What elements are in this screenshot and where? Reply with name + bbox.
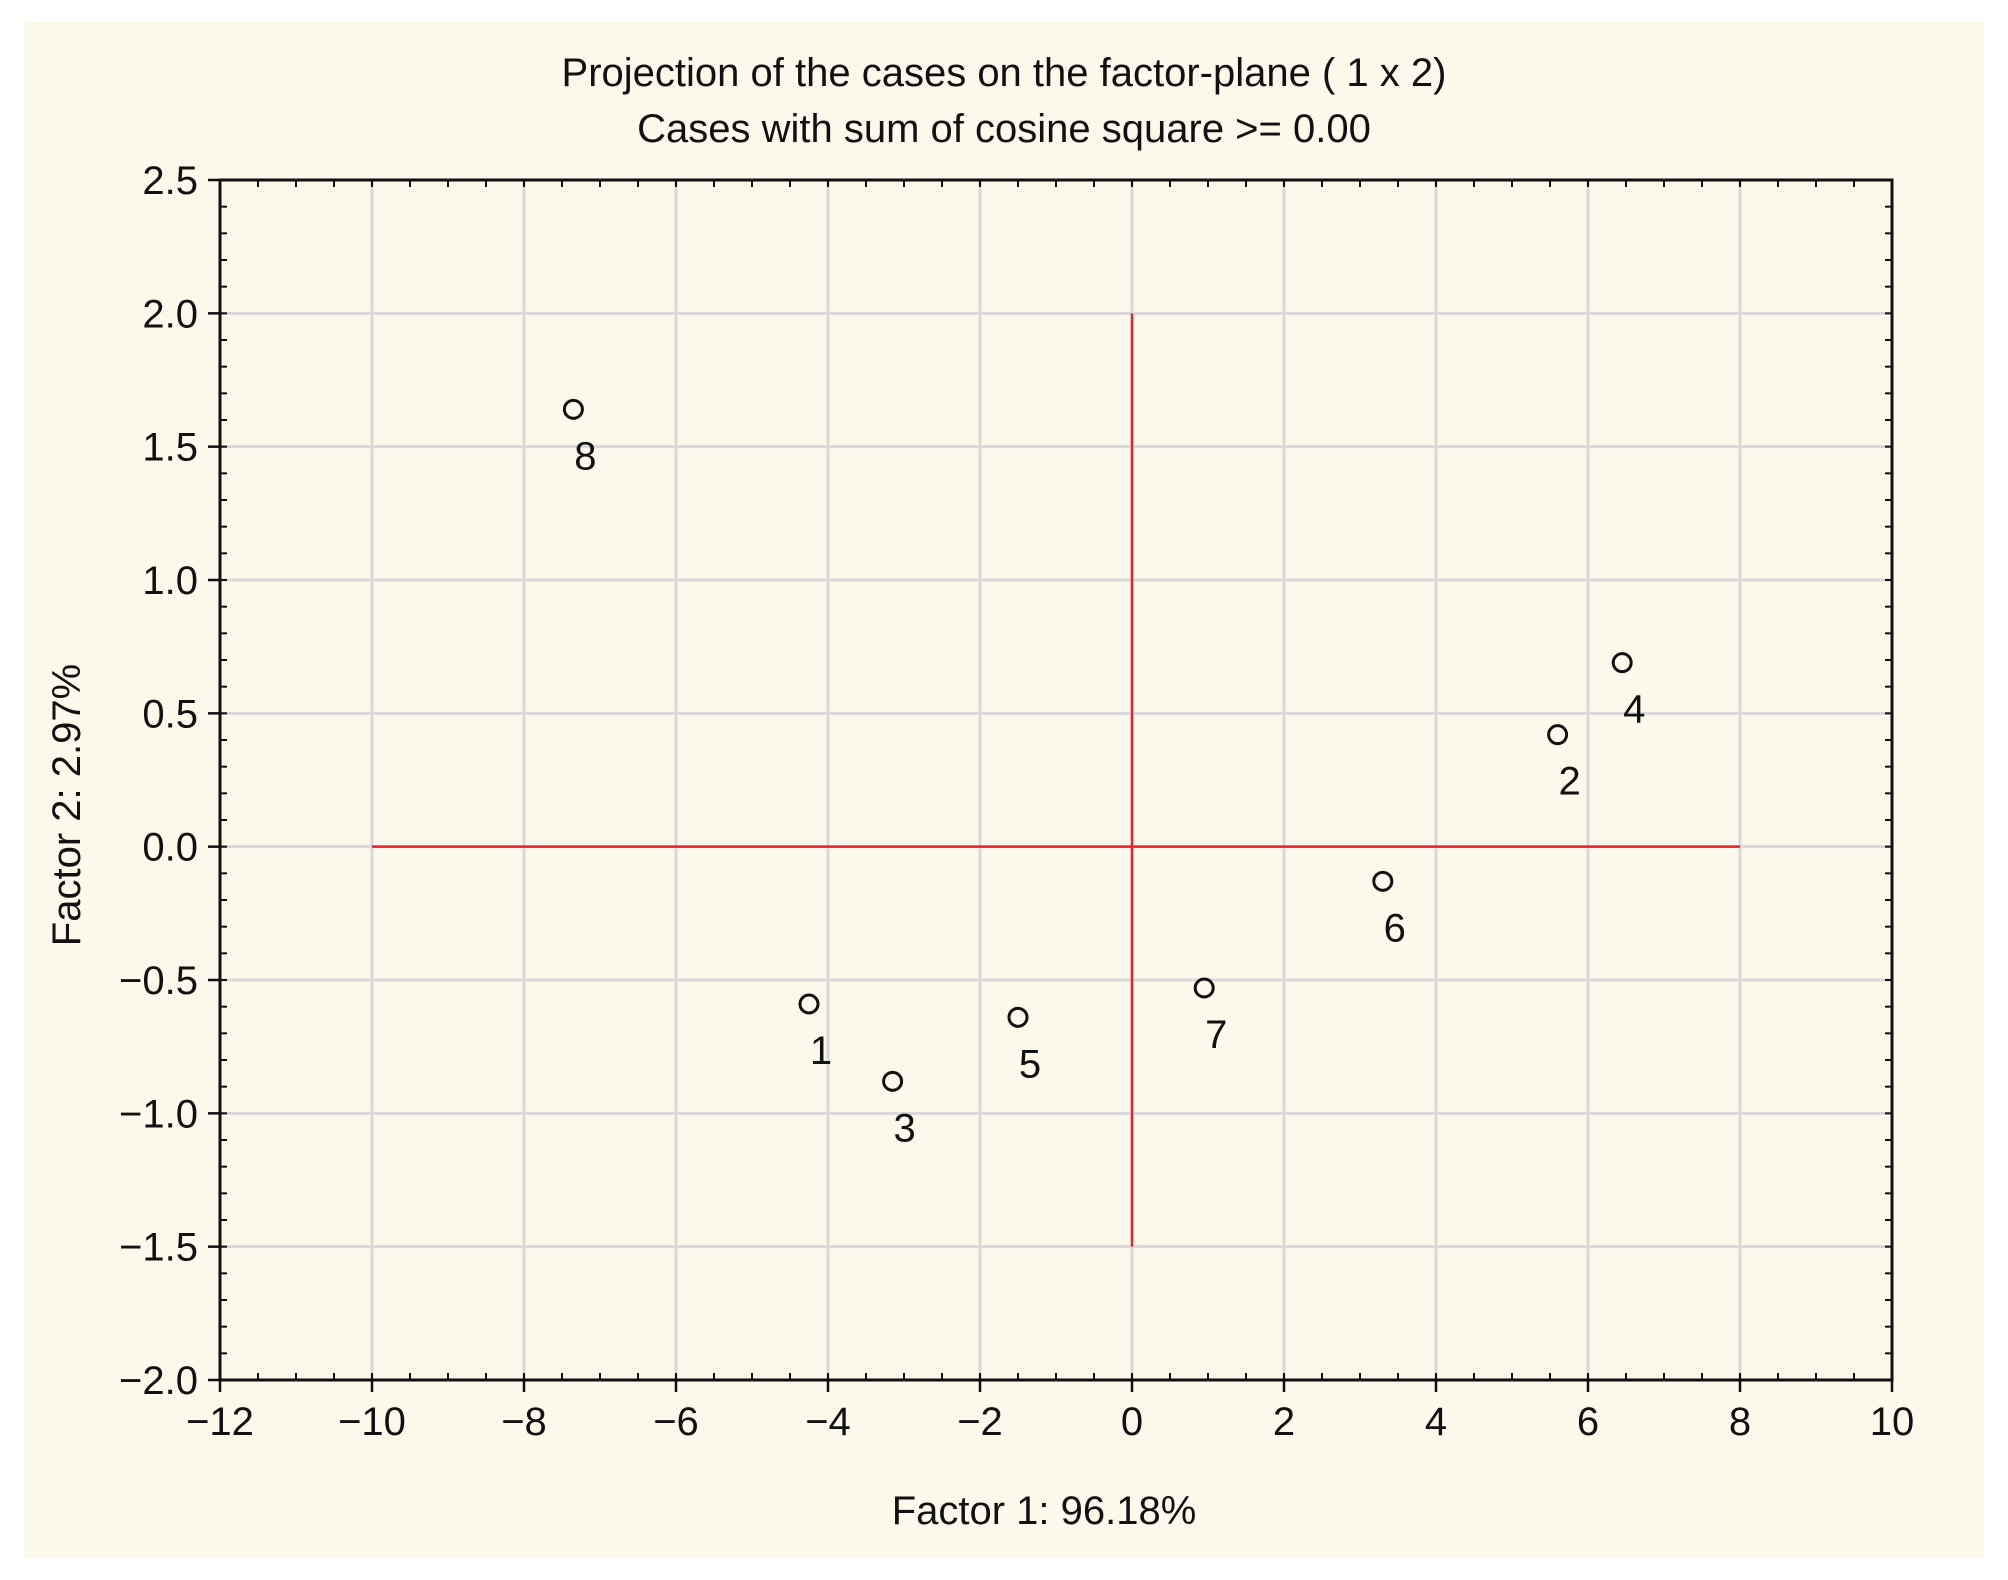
y-tick-label: 0.0 — [142, 826, 198, 870]
data-point-label-3: 3 — [893, 1106, 915, 1150]
data-point-5 — [1007, 1006, 1029, 1028]
x-tick-label: −2 — [957, 1400, 1003, 1444]
data-point-label-7: 7 — [1205, 1013, 1227, 1057]
y-tick-label: 0.5 — [142, 692, 198, 736]
y-tick-label: −1.0 — [119, 1092, 198, 1136]
y-tick-label: 2.5 — [142, 159, 198, 203]
x-tick-label: −4 — [805, 1400, 851, 1444]
data-point-4 — [1611, 652, 1633, 674]
data-point-2 — [1547, 724, 1569, 746]
grid-lines — [220, 180, 1892, 1380]
data-point-7 — [1193, 977, 1215, 999]
x-tick-label: −6 — [653, 1400, 699, 1444]
y-tick-label: 1.5 — [142, 426, 198, 470]
y-tick-label: −2.0 — [119, 1359, 198, 1403]
data-point-8 — [562, 398, 584, 420]
x-tick-label: −10 — [338, 1400, 406, 1444]
data-point-label-4: 4 — [1623, 688, 1645, 732]
minor-ticks — [219, 179, 1893, 1381]
x-tick-label: 0 — [1121, 1400, 1143, 1444]
chart-subtitle: Cases with sum of cosine square >= 0.00 — [637, 107, 1371, 151]
y-tick-label: 2.0 — [142, 292, 198, 336]
x-axis-ticks: −12 −10 −8 −6 −4 −2 0 2 4 6 8 10 — [186, 1380, 1914, 1444]
data-point-label-2: 2 — [1558, 760, 1580, 804]
data-point-label-5: 5 — [1019, 1042, 1041, 1086]
y-tick-label: 1.0 — [142, 559, 198, 603]
reference-lines — [372, 313, 1740, 1247]
x-tick-label: −12 — [186, 1400, 254, 1444]
x-tick-label: 10 — [1870, 1400, 1915, 1444]
chart-title: Projection of the cases on the factor-pl… — [562, 51, 1447, 95]
data-point-1 — [798, 993, 820, 1015]
x-tick-label: 8 — [1729, 1400, 1751, 1444]
x-tick-label: 6 — [1577, 1400, 1599, 1444]
data-point-3 — [882, 1070, 904, 1092]
figure: Projection of the cases on the factor-pl… — [24, 22, 1984, 1558]
data-point-label-8: 8 — [574, 434, 596, 478]
data-point-6 — [1372, 870, 1394, 892]
chart-svg: Projection of the cases on the factor-pl… — [45, 51, 1914, 1533]
data-point-label-6: 6 — [1384, 906, 1406, 950]
data-points: 1 2 3 4 5 6 7 8 — [562, 398, 1645, 1150]
plot-frame — [218, 178, 1894, 1382]
x-tick-label: 2 — [1273, 1400, 1295, 1444]
data-point-label-1: 1 — [810, 1029, 832, 1073]
x-axis-label: Factor 1: 96.18% — [892, 1489, 1197, 1533]
x-tick-label: 4 — [1425, 1400, 1447, 1444]
y-axis-ticks: −2.0 −1.5 −1.0 −0.5 0.0 0.5 1.0 1.5 2.0 2.5 — [119, 159, 220, 1403]
y-tick-label: −0.5 — [119, 959, 198, 1003]
y-axis-label: Factor 2: 2.97% — [45, 664, 89, 946]
x-tick-label: −8 — [501, 1400, 547, 1444]
y-tick-label: −1.5 — [119, 1226, 198, 1270]
